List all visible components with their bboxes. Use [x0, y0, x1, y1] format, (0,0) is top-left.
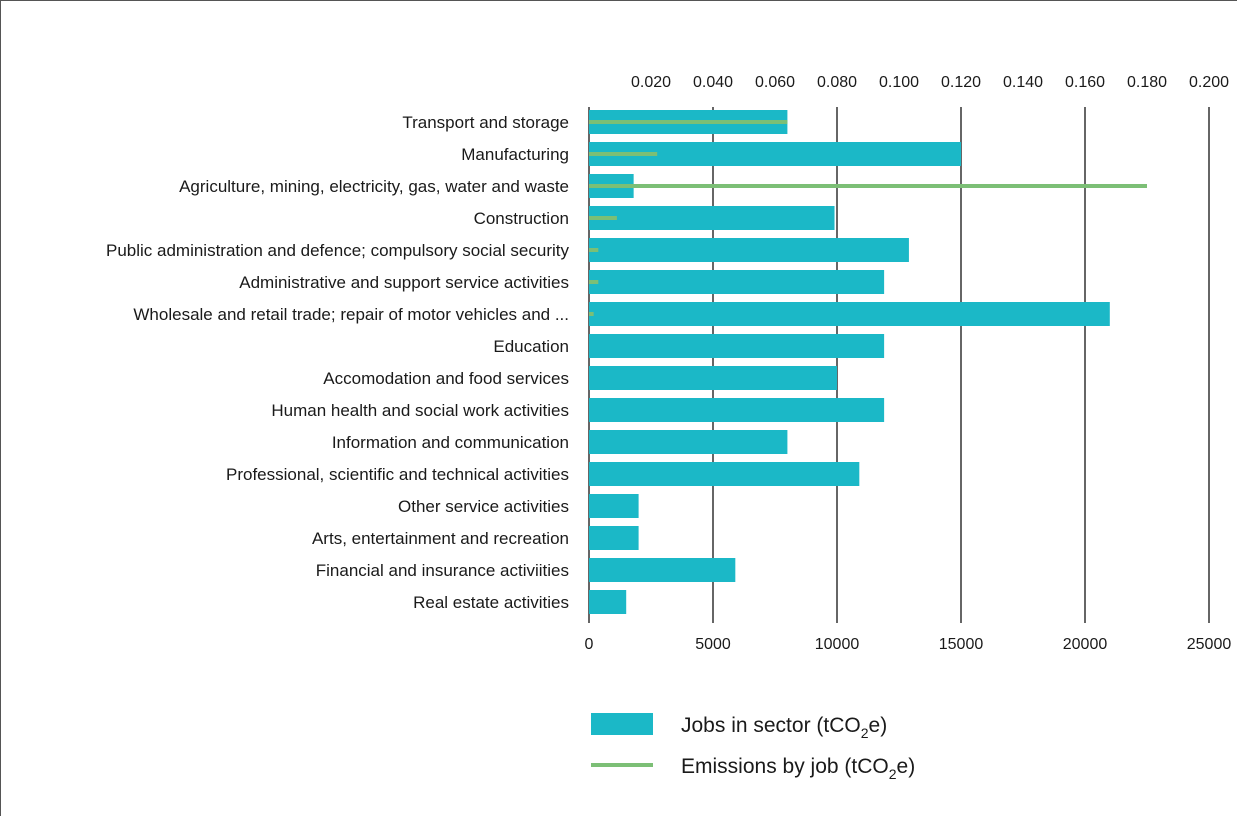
- bottom-tick-label: 15000: [939, 636, 984, 653]
- category-label: Information and communication: [332, 433, 569, 452]
- jobs-bar: [589, 366, 837, 390]
- emissions-line: [589, 280, 599, 284]
- jobs-bar: [589, 430, 788, 454]
- category-label: Arts, entertainment and recreation: [312, 529, 569, 548]
- jobs-bar: [589, 494, 639, 518]
- top-tick-label: 0.140: [1003, 74, 1043, 91]
- top-tick-label: 0.080: [817, 74, 857, 91]
- legend: Jobs in sector (tCO2e) Emissions by job …: [591, 713, 915, 782]
- category-label: Professional, scientific and technical a…: [226, 465, 569, 484]
- top-tick-label: 0.100: [879, 74, 919, 91]
- emissions-line: [589, 248, 599, 252]
- bottom-tick-label: 25000: [1187, 636, 1232, 653]
- jobs-bar: [589, 334, 885, 358]
- category-label: Financial and insurance activiities: [316, 561, 569, 580]
- top-tick-label: 0.180: [1127, 74, 1167, 91]
- jobs-bar: [589, 590, 627, 614]
- jobs-bar: [589, 206, 835, 230]
- top-tick-label: 0.040: [693, 74, 733, 91]
- category-label: Agriculture, mining, electricity, gas, w…: [179, 177, 569, 196]
- bottom-tick-label: 10000: [815, 636, 860, 653]
- category-label: Public administration and defence; compu…: [106, 241, 570, 260]
- legend-line-swatch: [591, 763, 653, 767]
- bottom-tick-label: 5000: [695, 636, 731, 653]
- category-label: Accomodation and food services: [323, 369, 569, 388]
- category-label: Construction: [474, 209, 569, 228]
- top-tick-label: 0.060: [755, 74, 795, 91]
- category-label: Other service activities: [398, 497, 569, 516]
- category-label: Human health and social work activities: [271, 401, 569, 420]
- bottom-tick-label: 20000: [1063, 636, 1108, 653]
- jobs-bar: [589, 302, 1110, 326]
- bottom-tick-label: 0: [585, 636, 594, 653]
- jobs-bar: [589, 526, 639, 550]
- emission-lines: [589, 120, 1147, 316]
- jobs-bar: [589, 558, 736, 582]
- bottom-axis-ticks: 0 5000 10000 15000 20000 25000: [585, 636, 1232, 653]
- category-label: Education: [493, 337, 569, 356]
- jobs-bar: [589, 462, 860, 486]
- category-labels: Transport and storage Manufacturing Agricu…: [106, 113, 570, 612]
- category-label: Wholesale and retail trade; repair of mo…: [133, 305, 569, 324]
- jobs-bar: [589, 270, 885, 294]
- top-tick-label: 0.020: [631, 74, 671, 91]
- emissions-line: [589, 120, 788, 124]
- top-axis-ticks: 0.020 0.040 0.060 0.080 0.100 0.120 0.140 0.160…: [631, 74, 1229, 91]
- emissions-line: [589, 216, 617, 220]
- emissions-line: [589, 152, 658, 156]
- legend-bar-label: Jobs in sector (tCO2e): [681, 714, 887, 741]
- category-label: Transport and storage: [402, 113, 569, 132]
- jobs-bar: [589, 238, 909, 262]
- top-tick-label: 0.160: [1065, 74, 1105, 91]
- legend-bar-swatch: [591, 713, 653, 735]
- top-tick-label: 0.120: [941, 74, 981, 91]
- category-label: Administrative and support service activ…: [239, 273, 569, 292]
- emissions-line: [589, 312, 594, 316]
- top-tick-label: 0.200: [1189, 74, 1229, 91]
- legend-line-label: Emissions by job (tCO2e): [681, 755, 915, 782]
- category-label: Real estate activities: [413, 593, 569, 612]
- emissions-line: [589, 184, 1147, 188]
- category-label: Manufacturing: [461, 145, 569, 164]
- jobs-bar: [589, 398, 885, 422]
